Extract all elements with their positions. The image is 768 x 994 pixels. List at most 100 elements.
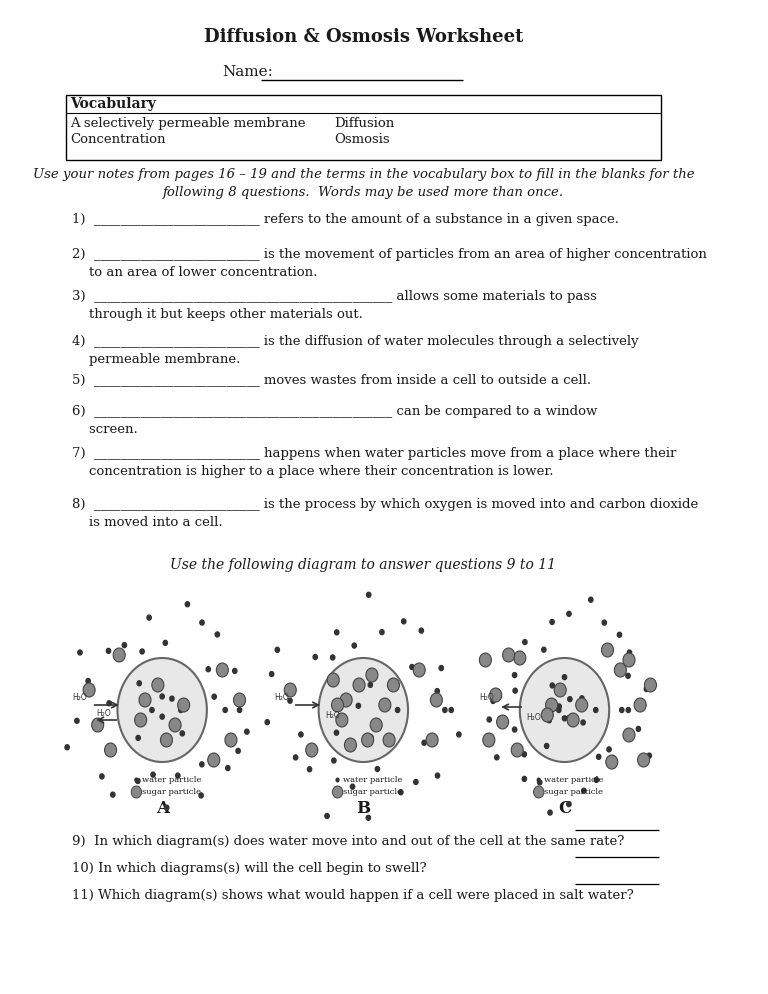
Circle shape	[495, 754, 499, 759]
Circle shape	[340, 693, 353, 707]
Circle shape	[236, 748, 240, 753]
Circle shape	[147, 615, 151, 620]
Circle shape	[366, 815, 370, 820]
Circle shape	[111, 792, 115, 797]
Circle shape	[327, 673, 339, 687]
Circle shape	[333, 786, 343, 798]
Circle shape	[362, 733, 374, 747]
Circle shape	[602, 620, 607, 625]
Circle shape	[550, 619, 554, 624]
Circle shape	[541, 647, 546, 652]
Circle shape	[387, 678, 399, 692]
Circle shape	[217, 663, 228, 677]
Circle shape	[185, 601, 190, 606]
Text: concentration is higher to a place where their concentration is lower.: concentration is higher to a place where…	[72, 465, 554, 478]
Circle shape	[366, 668, 378, 682]
Circle shape	[169, 718, 181, 732]
Circle shape	[439, 666, 443, 671]
Circle shape	[369, 735, 373, 740]
Circle shape	[226, 765, 230, 770]
Circle shape	[74, 719, 79, 724]
Circle shape	[644, 678, 657, 692]
Circle shape	[212, 694, 217, 699]
Circle shape	[562, 716, 567, 721]
Text: sugar particle: sugar particle	[141, 788, 200, 796]
Text: 4)  _________________________ is the diffusion of water molecules through a sele: 4) _________________________ is the diff…	[72, 335, 638, 348]
Circle shape	[335, 630, 339, 635]
Circle shape	[161, 733, 173, 747]
Text: A selectively permeable membrane: A selectively permeable membrane	[70, 117, 306, 130]
Text: Osmosis: Osmosis	[334, 133, 389, 146]
Circle shape	[176, 773, 180, 778]
Circle shape	[581, 788, 586, 793]
Circle shape	[180, 731, 184, 736]
Circle shape	[163, 640, 167, 645]
Circle shape	[336, 713, 348, 727]
Circle shape	[550, 683, 554, 688]
Text: H₂O: H₂O	[326, 712, 340, 721]
Circle shape	[513, 688, 518, 693]
Circle shape	[512, 673, 517, 678]
Circle shape	[151, 772, 155, 777]
Circle shape	[545, 698, 558, 712]
Circle shape	[325, 813, 329, 818]
Circle shape	[414, 779, 418, 784]
Circle shape	[332, 698, 343, 712]
Circle shape	[491, 699, 495, 704]
Circle shape	[567, 801, 571, 806]
Circle shape	[136, 778, 140, 783]
Circle shape	[545, 744, 549, 748]
Circle shape	[379, 629, 384, 634]
Text: C: C	[558, 800, 571, 817]
Circle shape	[134, 777, 138, 782]
Circle shape	[435, 773, 439, 778]
Text: water particle: water particle	[343, 776, 402, 784]
Circle shape	[426, 733, 438, 747]
Circle shape	[225, 733, 237, 747]
Circle shape	[356, 704, 360, 709]
Text: A: A	[156, 800, 169, 817]
Circle shape	[597, 754, 601, 759]
Circle shape	[332, 758, 336, 763]
Circle shape	[567, 611, 571, 616]
Circle shape	[523, 639, 527, 644]
Circle shape	[562, 675, 567, 680]
Text: Concentration: Concentration	[70, 133, 166, 146]
Text: B: B	[356, 800, 370, 817]
Text: 11) Which diagram(s) shows what would happen if a cell were placed in salt water: 11) Which diagram(s) shows what would ha…	[72, 889, 634, 902]
Text: 8)  _________________________ is the process by which oxygen is moved into and c: 8) _________________________ is the proc…	[72, 498, 698, 511]
Circle shape	[594, 777, 598, 782]
Circle shape	[86, 679, 91, 684]
Circle shape	[139, 693, 151, 707]
Circle shape	[567, 713, 579, 727]
Circle shape	[113, 648, 125, 662]
Circle shape	[376, 766, 379, 771]
Circle shape	[568, 697, 572, 702]
Circle shape	[160, 694, 164, 699]
Text: 10) In which diagrams(s) will the cell begin to swell?: 10) In which diagrams(s) will the cell b…	[72, 862, 426, 875]
Circle shape	[307, 766, 312, 771]
Circle shape	[368, 682, 372, 688]
Circle shape	[623, 653, 635, 667]
Circle shape	[370, 718, 382, 732]
Circle shape	[352, 643, 356, 648]
Circle shape	[637, 753, 650, 767]
Text: 7)  _________________________ happens when water particles move from a place whe: 7) _________________________ happens whe…	[72, 447, 677, 460]
Circle shape	[457, 732, 461, 737]
Circle shape	[104, 743, 117, 757]
Circle shape	[576, 698, 588, 712]
Circle shape	[131, 786, 141, 798]
Circle shape	[422, 741, 426, 746]
Text: 2)  _________________________ is the movement of particles from an area of highe: 2) _________________________ is the move…	[72, 248, 707, 261]
Circle shape	[350, 784, 355, 789]
Circle shape	[541, 708, 553, 722]
Text: screen.: screen.	[72, 423, 137, 436]
Circle shape	[199, 793, 204, 798]
Circle shape	[122, 643, 127, 648]
Circle shape	[449, 708, 453, 713]
Circle shape	[617, 632, 621, 637]
Circle shape	[588, 597, 593, 602]
Circle shape	[534, 786, 544, 798]
Circle shape	[514, 651, 526, 665]
Circle shape	[106, 648, 111, 653]
